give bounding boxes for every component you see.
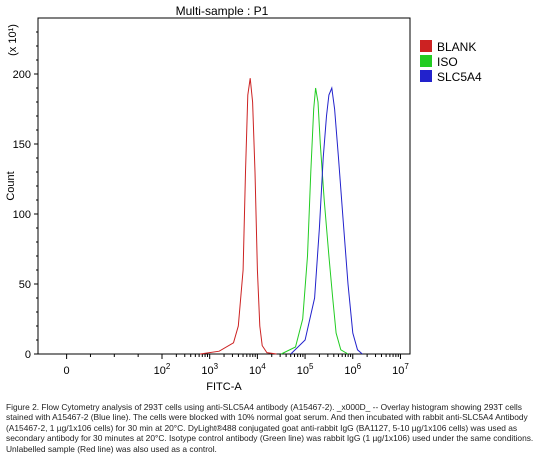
legend-label-iso: ISO <box>437 55 458 69</box>
x-tick-label: 104 <box>249 362 266 377</box>
figure-caption: Figure 2. Flow Cytometry analysis of 293… <box>6 402 534 454</box>
plot-area-frame <box>37 17 411 355</box>
y-axis: 0 50 100 150 200 <box>13 31 38 361</box>
flow-cytometry-chart: Multi-sample : P1 (x 10¹) Count FITC-A 0… <box>5 4 482 393</box>
x-tick-label: 103 <box>201 362 218 377</box>
chart-title: Multi-sample : P1 <box>176 4 269 18</box>
legend-swatch-slc5a4 <box>420 70 432 82</box>
y-tick-label: 100 <box>13 209 31 221</box>
legend-swatch-iso <box>420 55 432 67</box>
legend: BLANK ISO SLC5A4 <box>420 40 482 84</box>
series-line-blank <box>200 78 277 355</box>
y-tick-label: 0 <box>25 349 31 361</box>
legend-swatch-blank <box>420 40 432 52</box>
series-line-iso <box>280 87 349 355</box>
x-axis-label: FITC-A <box>206 381 242 393</box>
y-tick-label: 50 <box>19 279 31 291</box>
x-tick-label: 0 <box>64 365 70 377</box>
histogram-series <box>200 78 363 355</box>
series-line-slc5a4 <box>290 86 363 355</box>
legend-label-blank: BLANK <box>437 40 476 54</box>
legend-label-slc5a4: SLC5A4 <box>437 70 482 84</box>
x-tick-label: 107 <box>392 362 409 377</box>
x-tick-label: 105 <box>297 362 314 377</box>
x-tick-label: 102 <box>154 362 171 377</box>
y-axis-label: Count <box>5 171 17 200</box>
x-tick-label: 106 <box>344 362 361 377</box>
y-tick-label: 150 <box>13 139 31 151</box>
x-axis: 0 102 103 104 105 106 107 <box>64 354 409 377</box>
y-scale-label: (x 10¹) <box>7 24 19 56</box>
y-tick-label: 200 <box>13 69 31 81</box>
